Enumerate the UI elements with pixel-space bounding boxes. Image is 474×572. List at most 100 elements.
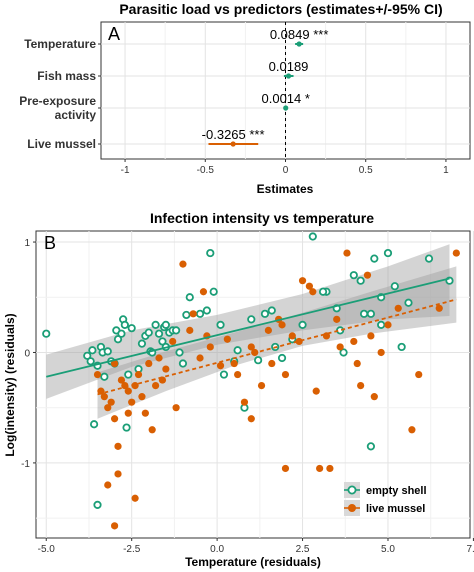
data-point-live-mussel — [415, 370, 423, 379]
data-point-live-mussel — [234, 370, 242, 379]
data-point-live-mussel — [452, 249, 460, 257]
data-point-live-mussel — [435, 304, 443, 312]
data-point-live-mussel — [169, 337, 177, 346]
data-point-empty-shell — [404, 298, 413, 307]
data-point-live-mussel — [312, 387, 320, 395]
data-point-live-mussel — [148, 426, 156, 434]
data-point-live-mussel — [264, 326, 272, 334]
data-point-live-mussel — [145, 359, 153, 368]
estimate-label: 0.0014 * — [262, 91, 310, 106]
data-point-empty-shell — [175, 348, 184, 357]
data-point-live-mussel — [230, 359, 238, 368]
data-point-empty-shell — [298, 320, 307, 329]
data-point-live-mussel — [281, 370, 290, 379]
data-point-live-mussel — [223, 335, 231, 343]
data-point-live-mussel — [298, 277, 307, 285]
data-point-live-mussel — [408, 426, 416, 434]
data-point-live-mussel — [268, 359, 276, 368]
data-point-empty-shell — [88, 346, 97, 355]
legend-label: empty shell — [366, 485, 427, 497]
data-point-empty-shell — [172, 326, 181, 335]
y-tick-label: 0 — [24, 348, 30, 359]
legend-label: live mussel — [366, 503, 425, 515]
fit-line-empty-shell — [46, 277, 450, 378]
data-point-live-mussel — [309, 288, 317, 296]
panel-b-points — [42, 232, 460, 530]
estimate-point — [285, 73, 292, 79]
data-point-live-mussel — [216, 362, 225, 370]
data-point-empty-shell — [161, 320, 170, 329]
data-point-live-mussel — [152, 382, 160, 390]
estimate-label: 0.0189 — [269, 59, 309, 74]
data-point-empty-shell — [260, 309, 270, 318]
data-point-live-mussel — [357, 382, 365, 390]
data-point-live-mussel — [104, 404, 112, 412]
data-point-live-mussel — [384, 321, 392, 329]
data-point-empty-shell — [254, 356, 263, 365]
data-point-empty-shell — [120, 320, 129, 329]
data-point-empty-shell — [267, 306, 276, 315]
data-point-live-mussel — [333, 315, 341, 323]
fit-line-live-mussel — [97, 298, 457, 396]
data-point-live-mussel — [114, 442, 122, 450]
data-point-live-mussel — [107, 398, 115, 406]
data-point-empty-shell — [383, 248, 393, 258]
panel-a-y-ticks: Temperature Fish mass Pre-exposureactivity… — [19, 37, 101, 151]
data-point-live-mussel — [350, 337, 358, 346]
data-point-empty-shell — [100, 372, 109, 381]
data-point-empty-shell — [216, 320, 225, 329]
y-tick-label: 1 — [24, 238, 30, 249]
data-point-live-mussel — [257, 382, 266, 390]
data-point-empty-shell — [318, 287, 328, 296]
data-point-live-mussel — [247, 343, 255, 351]
panel-b-x-axis-label: Temperature (residuals) — [185, 555, 321, 569]
data-point-empty-shell — [42, 329, 51, 338]
data-point-live-mussel — [131, 494, 139, 502]
y-tick-label: Temperature — [24, 37, 96, 51]
panel-a-title: Parasitic load vs predictors (estimates+… — [119, 1, 442, 17]
data-point-empty-shell — [356, 276, 365, 285]
data-point-live-mussel — [110, 359, 119, 368]
panel-b-fit-lines — [46, 277, 457, 396]
data-point-live-mussel — [93, 370, 102, 379]
data-point-live-mussel — [97, 387, 105, 395]
panel-b-y-axis-label: Log(intensity) (residuals) — [3, 313, 17, 456]
x-tick-label: -2.5 — [123, 544, 141, 555]
data-point-empty-shell — [206, 248, 215, 258]
data-point-live-mussel — [370, 393, 378, 401]
x-tick-label: 0.0 — [210, 544, 224, 555]
data-point-live-mussel — [196, 354, 204, 362]
data-point-live-mussel — [281, 464, 290, 473]
data-point-live-mussel — [172, 404, 180, 412]
data-point-empty-shell — [195, 309, 205, 318]
data-point-empty-shell — [124, 370, 133, 379]
data-point-live-mussel — [353, 359, 361, 368]
panel-b-y-ticks: -1 0 1 — [21, 238, 36, 470]
panel-b-letter: B — [44, 233, 56, 253]
estimate-label: -0.3265 *** — [202, 127, 265, 142]
data-point-empty-shell — [202, 306, 211, 315]
y-tick-label: Fish mass — [37, 69, 96, 83]
data-point-empty-shell — [151, 320, 160, 329]
y-tick-label: -1 — [21, 459, 30, 470]
data-point-empty-shell — [247, 315, 256, 324]
data-point-empty-shell — [185, 293, 194, 302]
data-point-live-mussel — [316, 464, 324, 473]
data-point-live-mussel — [186, 326, 194, 334]
data-point-live-mussel — [131, 382, 139, 390]
data-point-live-mussel — [128, 398, 136, 406]
data-point-empty-shell — [144, 328, 153, 337]
data-point-empty-shell — [339, 348, 348, 357]
data-point-empty-shell — [93, 500, 102, 509]
data-point-empty-shell — [233, 346, 242, 355]
data-point-empty-shell — [182, 310, 191, 320]
data-point-live-mussel — [162, 365, 170, 373]
data-point-live-mussel — [240, 398, 249, 406]
data-point-live-mussel — [155, 354, 163, 362]
data-point-live-mussel — [189, 310, 197, 318]
x-tick-label: 7.5 — [466, 544, 474, 555]
data-point-live-mussel — [247, 415, 255, 423]
estimate-point — [230, 141, 236, 147]
panel-b-title: Infection intensity vs temperature — [150, 210, 374, 226]
